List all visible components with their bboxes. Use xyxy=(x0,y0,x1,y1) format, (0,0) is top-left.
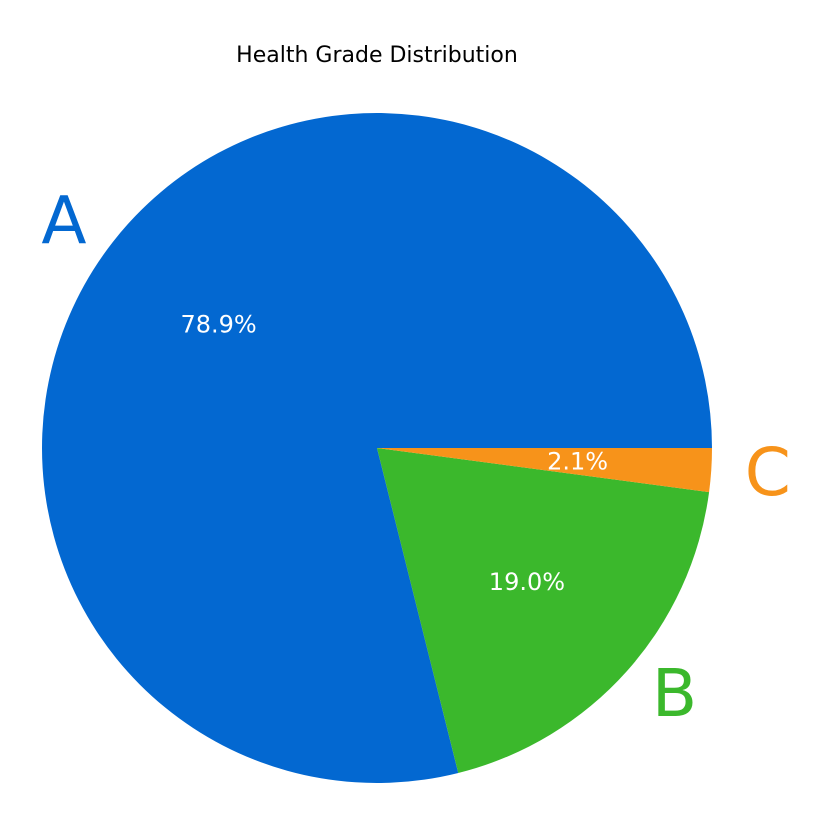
pie-slice-c xyxy=(377,448,712,493)
category-label-a: A xyxy=(41,183,86,260)
percentage-label-c: 2.1% xyxy=(547,447,608,475)
pie-slices xyxy=(41,113,712,784)
percentage-label-a: 78.9% xyxy=(180,310,256,338)
category-label-b: B xyxy=(652,655,697,732)
percentage-labels: 78.9% 19.0% 2.1% xyxy=(180,310,608,596)
pie-slice-b xyxy=(377,448,710,773)
category-labels: A B C xyxy=(41,183,790,732)
chart-title: Health Grade Distribution xyxy=(236,43,518,68)
percentage-label-b: 19.0% xyxy=(489,568,565,596)
category-label-c: C xyxy=(745,434,791,511)
pie-slice-a xyxy=(41,113,712,784)
